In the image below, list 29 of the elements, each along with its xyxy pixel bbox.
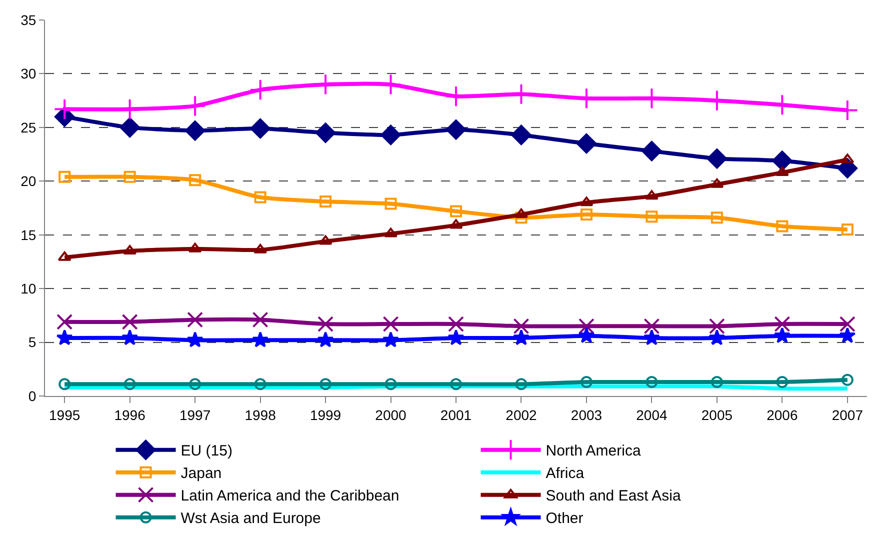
y-tick-label: 0 — [28, 388, 36, 404]
y-tick-label: 10 — [20, 280, 36, 296]
x-tick-label: 1999 — [310, 406, 342, 423]
x-tick-label: 1996 — [114, 406, 146, 423]
x-tick-label: 1998 — [244, 406, 276, 423]
x-tick-label: 1997 — [179, 406, 211, 423]
y-tick-label: 20 — [20, 173, 36, 190]
x-tick-label: 2005 — [701, 406, 733, 423]
y-tick-label: 5 — [28, 334, 36, 350]
y-tick-label: 25 — [20, 119, 36, 136]
x-tick-label: 2006 — [766, 406, 798, 423]
legend-label: Africa — [546, 465, 585, 482]
legend-label: Other — [546, 510, 584, 528]
legend-label: South and East Asia — [546, 488, 682, 505]
y-tick-label: 15 — [20, 226, 36, 243]
legend-label: Wst Asia and Europe — [180, 510, 321, 528]
x-tick-label: 2004 — [636, 406, 668, 423]
legend-label: North America — [546, 442, 642, 460]
legend-label: Latin America and the Caribbean — [180, 488, 400, 505]
x-tick-label: 2002 — [506, 406, 538, 423]
legend-label: Japan — [180, 465, 222, 482]
x-tick-label: 2003 — [570, 406, 602, 423]
x-tick-label: 1995 — [48, 406, 80, 423]
x-tick-label: 2007 — [832, 406, 864, 423]
x-tick-label: 2000 — [375, 406, 407, 423]
legend-label: EU (15) — [180, 442, 232, 460]
y-tick-label: 30 — [20, 66, 36, 82]
x-tick-label: 2001 — [440, 406, 472, 423]
y-tick-label: 35 — [20, 12, 36, 28]
